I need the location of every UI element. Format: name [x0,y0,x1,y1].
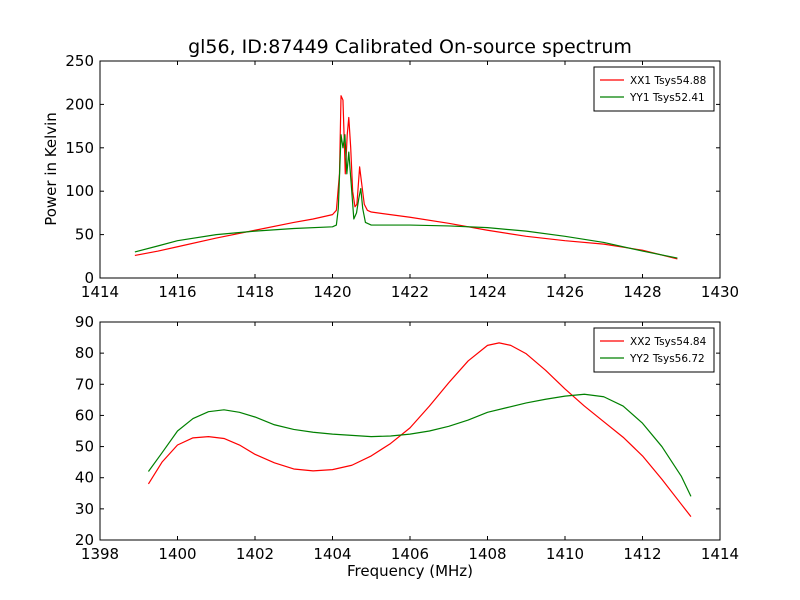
bottom-y-tick-label: 50 [75,438,94,456]
bottom-x-tick-label: 1400 [158,545,196,563]
top-panel-title: gl56, ID:87449 Calibrated On-source spec… [188,36,632,58]
bottom-y-tick-label: 80 [75,344,94,362]
top-x-tick-label: 1422 [391,283,429,301]
bottom-legend-box [593,327,715,373]
top-y-tick-label: 0 [84,269,94,287]
bottom-y-tick-label: 20 [75,531,94,549]
bottom-x-tick-label: 1402 [236,545,274,563]
bottom-x-tick-label: 1406 [391,545,429,563]
top-y-tick-label: 50 [75,226,94,244]
bottom-panel: Frequency (MHz) 1398 1400 1402 1404 1406 1408… [75,313,739,580]
top-x-tick-label: 1418 [236,283,274,301]
top-series-line-2 [134,134,678,259]
bottom-x-tick-label: 1408 [468,545,506,563]
bottom-y-tick-label: 40 [75,469,94,487]
top-y-tick-label: 150 [65,139,94,157]
top-y-tick-label: 200 [65,95,94,113]
top-panel-axes: 1414 1416 1418 1420 1422 1424 1426 1428 1430 0 50 1… [65,52,739,301]
top-series-line-1 [134,95,678,260]
top-y-tick-label: 250 [65,52,94,70]
top-x-tick-label: 1420 [313,283,351,301]
bottom-y-tick-label: 90 [75,313,94,331]
top-panel-y-axis-label: Power in Kelvin [42,112,60,226]
top-x-tick-label: 1416 [158,283,196,301]
bottom-y-tick-label: 60 [75,406,94,424]
top-x-tick-label: 1424 [468,283,506,301]
top-legend-label: XX1 Tsys54.88 [630,75,706,87]
top-legend-label: YY1 Tsys52.41 [629,92,705,104]
bottom-x-tick-label: 1410 [546,545,584,563]
top-legend-box [593,66,715,112]
bottom-legend-label: YY2 Tsys56.72 [629,353,705,365]
bottom-legend-label: XX2 Tsys54.84 [630,336,707,348]
bottom-series-line-2 [147,393,692,497]
top-x-tick-label: 1430 [701,283,739,301]
top-y-tick-label: 100 [65,182,94,200]
bottom-x-tick-label: 1414 [701,545,739,563]
bottom-panel-x-axis-label: Frequency (MHz) [347,562,473,580]
bottom-y-tick-label: 30 [75,500,94,518]
top-x-tick-label: 1428 [623,283,661,301]
top-x-tick-label: 1426 [546,283,584,301]
bottom-series-line-1 [147,342,692,518]
top-panel: gl56, ID:87449 Calibrated On-source spec… [42,36,739,301]
top-x-tick-label: 1414 [81,283,119,301]
bottom-x-tick-label: 1398 [81,545,119,563]
bottom-x-tick-label: 1412 [623,545,661,563]
bottom-y-tick-label: 70 [75,375,94,393]
bottom-x-tick-label: 1404 [313,545,351,563]
bottom-panel-axes: 1398 1400 1402 1404 1406 1408 1410 1412 1414 20 30… [75,313,739,563]
